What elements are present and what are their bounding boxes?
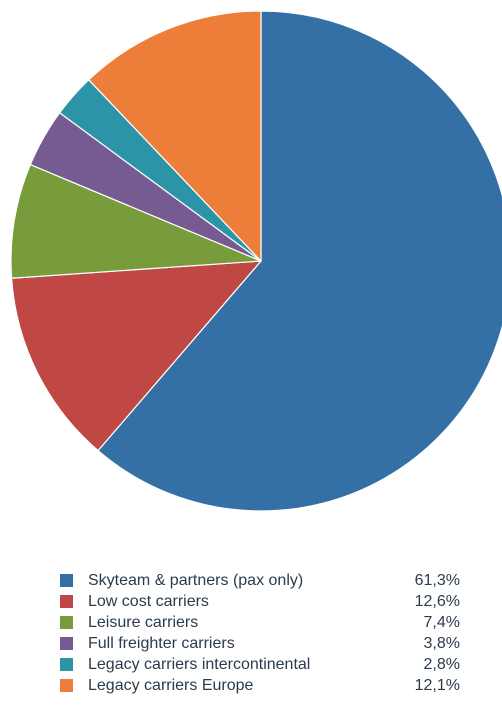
legend-value-full-freighter: 3,8% (423, 635, 460, 652)
legend-swatch-leisure (60, 616, 73, 629)
legend-value-leisure: 7,4% (423, 614, 460, 631)
legend-label-legacy-intercontinental: Legacy carriers intercontinental (88, 656, 311, 673)
legend-swatch-low-cost (60, 595, 73, 608)
pie-slice-leisure (10, 164, 262, 279)
legend-value-legacy-intercontinental: 2,8% (423, 656, 460, 673)
legend-label-low-cost: Low cost carriers (88, 593, 209, 610)
legend-label-legacy-europe: Legacy carriers Europe (88, 677, 254, 694)
legend-value-skyteam: 61,3% (414, 572, 460, 589)
legend-swatch-legacy-europe (60, 679, 73, 692)
legend: Skyteam & partners (pax only) 61,3% Low … (60, 570, 460, 696)
legend-label-leisure: Leisure carriers (88, 614, 199, 631)
legend-swatch-legacy-intercontinental (60, 658, 73, 671)
legend-value-low-cost: 12,6% (414, 593, 460, 610)
legend-label-skyteam: Skyteam & partners (pax only) (88, 572, 304, 589)
pie-slice-skyteam (97, 10, 502, 512)
legend-item-legacy-intercontinental: Legacy carriers intercontinental 2,8% (60, 654, 460, 675)
pie-chart (10, 10, 502, 512)
legend-swatch-skyteam (60, 574, 73, 587)
legend-value-legacy-europe: 12,1% (414, 677, 460, 694)
legend-item-skyteam: Skyteam & partners (pax only) 61,3% (60, 570, 460, 591)
legend-swatch-full-freighter (60, 637, 73, 650)
legend-item-low-cost: Low cost carriers 12,6% (60, 591, 460, 612)
legend-item-full-freighter: Full freighter carriers 3,8% (60, 633, 460, 654)
legend-item-leisure: Leisure carriers 7,4% (60, 612, 460, 633)
pie-slice-legacy-europe (88, 10, 262, 262)
legend-label-full-freighter: Full freighter carriers (88, 635, 235, 652)
pie-slice-low-cost (11, 260, 262, 452)
legend-item-legacy-europe: Legacy carriers Europe 12,1% (60, 675, 460, 696)
